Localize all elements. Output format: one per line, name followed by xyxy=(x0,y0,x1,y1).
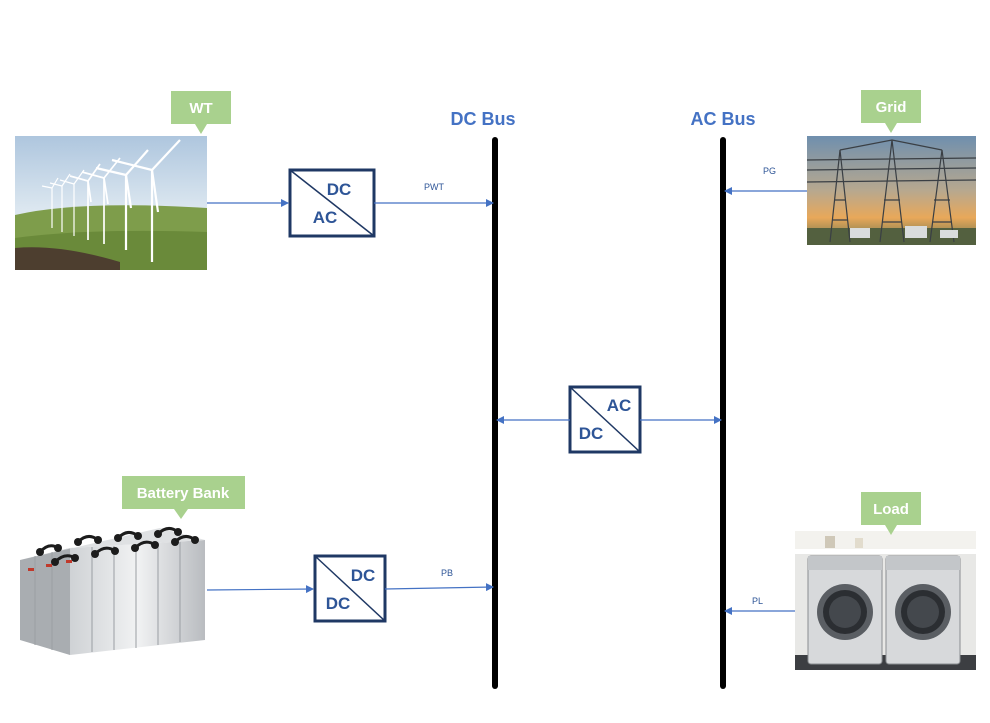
converter-mid-top: AC xyxy=(607,396,632,415)
callout-wt-label: WT xyxy=(189,100,212,117)
converter-mid: AC DC xyxy=(568,385,642,454)
flow-label-wt: PWT xyxy=(424,182,444,192)
converter-wt: DC AC xyxy=(288,168,376,238)
converter-battery-bottom: DC xyxy=(326,594,351,613)
flow-label-grid: PG xyxy=(763,166,776,176)
flow-label-load: PL xyxy=(752,596,763,606)
arrow-battery-to-converter xyxy=(206,585,314,594)
converter-mid-bottom: DC xyxy=(579,424,604,443)
callout-grid-label: Grid xyxy=(876,99,907,116)
converter-battery: DC DC xyxy=(313,554,387,623)
battery-bank-image xyxy=(20,527,205,655)
converter-battery-top: DC xyxy=(351,566,376,585)
callout-wt: WT xyxy=(171,91,231,134)
flow-label-battery: PB xyxy=(441,568,453,578)
callout-grid: Grid xyxy=(861,90,921,133)
dc-bus-title: DC Bus xyxy=(450,109,515,129)
arrow-battery-converter-to-dc-bus xyxy=(384,583,494,592)
grid-substation-image xyxy=(806,136,977,245)
callout-load: Load xyxy=(861,492,921,535)
callout-load-label: Load xyxy=(873,501,909,518)
wind-turbine-image xyxy=(15,136,207,270)
converter-wt-bottom: AC xyxy=(313,208,338,227)
converter-wt-top: DC xyxy=(327,180,352,199)
callout-battery-label: Battery Bank xyxy=(137,485,230,502)
callout-battery: Battery Bank xyxy=(122,476,245,519)
ac-bus-title: AC Bus xyxy=(690,109,755,129)
load-laundry-image xyxy=(795,531,976,670)
